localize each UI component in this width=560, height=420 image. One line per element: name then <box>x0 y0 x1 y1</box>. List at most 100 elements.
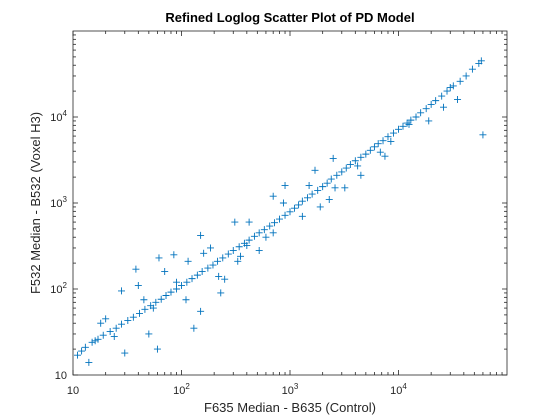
data-point <box>427 100 435 108</box>
y-tick-label: 10 <box>55 370 67 382</box>
data-point <box>384 133 392 141</box>
data-point <box>440 103 448 111</box>
data-point <box>145 330 153 338</box>
data-point <box>390 129 398 137</box>
data-point <box>229 247 237 255</box>
data-point <box>338 168 346 176</box>
data-point <box>88 338 96 346</box>
data-point <box>221 275 229 283</box>
data-point <box>275 215 283 223</box>
x-tick-label: 10 <box>67 385 79 397</box>
data-point <box>260 226 268 234</box>
data-point <box>129 313 137 321</box>
data-point <box>118 287 126 295</box>
data-point <box>412 113 420 121</box>
data-point <box>134 281 142 289</box>
data-point <box>197 231 205 239</box>
data-point <box>407 116 415 124</box>
data-point <box>387 137 395 145</box>
data-point <box>85 358 93 366</box>
data-point <box>468 65 476 73</box>
y-tick-label: 104 <box>50 109 67 124</box>
data-point <box>167 288 175 296</box>
y-axis-label: F532 Median - B532 (Voxel H3) <box>28 112 43 294</box>
data-point <box>245 236 253 244</box>
data-point <box>456 77 464 85</box>
data-point <box>173 285 181 293</box>
data-point <box>399 122 407 130</box>
data-point <box>269 192 277 200</box>
data-point <box>153 345 161 353</box>
data-point <box>112 324 120 332</box>
data-point <box>316 203 324 211</box>
data-point <box>182 296 190 304</box>
y-tick-label: 103 <box>50 195 67 210</box>
data-point <box>381 152 389 160</box>
data-point <box>200 249 208 257</box>
data-point <box>271 219 279 227</box>
data-point <box>422 105 430 113</box>
data-point <box>286 208 294 216</box>
data-point <box>362 150 370 158</box>
data-point <box>161 267 169 275</box>
data-point <box>331 184 339 192</box>
data-point <box>305 181 313 189</box>
data-point <box>290 204 298 212</box>
x-tick-label: 103 <box>282 382 299 397</box>
data-point <box>325 195 333 203</box>
data-point <box>118 320 126 328</box>
data-point <box>329 154 337 162</box>
x-tick-label: 102 <box>173 382 190 397</box>
data-point <box>298 197 306 205</box>
data-point <box>204 264 212 272</box>
data-point <box>193 271 201 279</box>
x-tick-label: 104 <box>390 382 407 397</box>
data-point <box>255 229 263 237</box>
data-point <box>333 171 341 179</box>
data-point <box>124 317 132 325</box>
data-point <box>462 72 470 80</box>
data-points <box>73 57 487 366</box>
data-point <box>190 324 198 332</box>
data-point <box>446 84 454 92</box>
data-point <box>255 247 263 255</box>
data-point <box>99 331 107 339</box>
data-point <box>237 252 245 260</box>
data-point <box>209 261 217 269</box>
data-point <box>214 257 222 265</box>
data-point <box>266 222 274 230</box>
data-point <box>183 278 191 286</box>
data-point <box>417 109 425 117</box>
data-point <box>370 143 378 151</box>
data-point <box>311 166 319 174</box>
data-point <box>97 319 105 327</box>
data-point <box>219 254 227 262</box>
data-point <box>234 257 242 265</box>
data-point <box>425 117 433 125</box>
data-point <box>197 307 205 315</box>
data-point <box>73 351 81 359</box>
data-point <box>281 211 289 219</box>
data-point <box>432 97 440 105</box>
y-tick-label: 102 <box>50 281 67 296</box>
data-point <box>231 218 239 226</box>
data-point <box>395 125 402 133</box>
data-point <box>140 296 148 304</box>
data-point <box>262 233 270 241</box>
data-point <box>188 275 196 283</box>
data-point <box>155 254 163 262</box>
data-point <box>132 265 140 273</box>
data-point <box>198 267 206 275</box>
data-point <box>341 184 349 192</box>
data-point <box>106 328 114 336</box>
data-point <box>298 212 306 220</box>
data-point <box>366 146 374 154</box>
data-point <box>279 199 287 207</box>
data-point <box>250 232 258 240</box>
data-point <box>149 304 157 312</box>
data-point <box>91 337 99 345</box>
data-point <box>217 289 225 297</box>
data-point <box>162 292 170 300</box>
data-point <box>281 181 289 189</box>
data-point <box>357 153 365 161</box>
